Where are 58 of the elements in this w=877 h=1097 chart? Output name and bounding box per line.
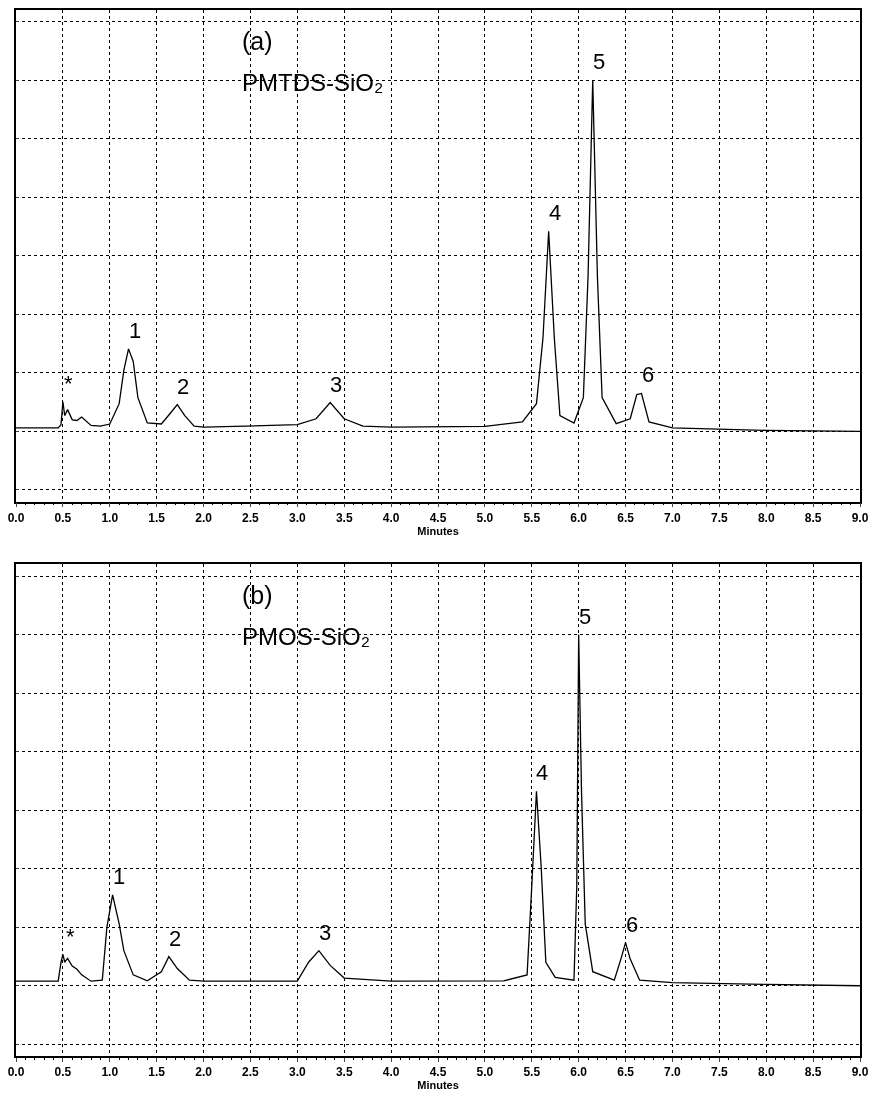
x-tick-label: 3.0 <box>288 510 306 525</box>
x-tick-label: 5.5 <box>523 510 541 525</box>
x-tick-label: 5.0 <box>476 1065 494 1080</box>
annotation: PMTDS-SiO₂ <box>242 69 384 96</box>
x-tick-label: 8.5 <box>804 510 822 525</box>
x-tick-label: 6.5 <box>617 1065 635 1080</box>
x-tick-label: 2.5 <box>242 510 260 525</box>
x-tick-label: 7.5 <box>710 1065 728 1080</box>
annotation: 2 <box>169 926 182 951</box>
x-tick-label: 2.0 <box>195 510 213 525</box>
annotation: * <box>66 924 75 949</box>
x-tick-label: 1.5 <box>148 1065 166 1080</box>
annotation: * <box>64 371 73 396</box>
annotation: PMOS-SiO₂ <box>242 623 370 650</box>
text: (a) <box>242 27 273 55</box>
x-tick-label: 3.0 <box>288 1065 306 1080</box>
x-tick-label: 7.5 <box>710 510 728 525</box>
annotation: 5 <box>593 49 606 74</box>
x-tick-label: 1.0 <box>101 510 119 525</box>
x-tick-label: 2.5 <box>242 1065 260 1080</box>
x-tick-label: 8.5 <box>804 1065 822 1080</box>
annotation: 1 <box>129 318 142 343</box>
x-tick-label: 2.0 <box>195 1065 213 1080</box>
annotation: 1 <box>113 864 126 889</box>
x-tick-label: 0.0 <box>7 1065 25 1080</box>
x-tick-label: 9.0 <box>851 510 869 525</box>
x-tick-label: 8.0 <box>757 510 775 525</box>
x-tick-label: 6.0 <box>570 1065 588 1080</box>
annotation: 2 <box>177 374 190 399</box>
x-tick-label: 4.0 <box>382 1065 400 1080</box>
annotation: 3 <box>319 920 332 945</box>
x-tick-label: 0.0 <box>7 510 25 525</box>
x-tick-label: 4.0 <box>382 510 400 525</box>
x-tick-label: 3.5 <box>335 510 353 525</box>
x-tick-label: 5.0 <box>476 510 494 525</box>
x-tick-label: 5.5 <box>523 1065 541 1080</box>
x-tick-label: 4.5 <box>429 1065 447 1080</box>
x-tick-label: 6.5 <box>617 510 635 525</box>
annotation: 5 <box>579 604 592 629</box>
annotation: 6 <box>626 912 639 937</box>
annotation: 4 <box>536 760 549 785</box>
annotation: 4 <box>549 200 562 225</box>
x-axis-title: Minutes <box>417 1079 459 1092</box>
x-tick-label: 7.0 <box>664 510 682 525</box>
x-tick-label: 0.5 <box>54 510 72 525</box>
x-tick-label: 3.5 <box>335 1065 353 1080</box>
x-tick-label: 1.0 <box>101 1065 119 1080</box>
x-tick-label: 6.0 <box>570 510 588 525</box>
annotation: 6 <box>642 362 655 387</box>
x-tick-label: 7.0 <box>664 1065 682 1080</box>
x-tick-label: 1.5 <box>148 510 166 525</box>
x-tick-label: 9.0 <box>851 1065 869 1080</box>
annotation: 3 <box>330 372 343 397</box>
x-tick-label: 0.5 <box>54 1065 72 1080</box>
x-tick-label: 8.0 <box>757 1065 775 1080</box>
text: (b) <box>242 581 273 609</box>
x-axis-title: Minutes <box>417 524 459 537</box>
x-tick-label: 4.5 <box>429 510 447 525</box>
